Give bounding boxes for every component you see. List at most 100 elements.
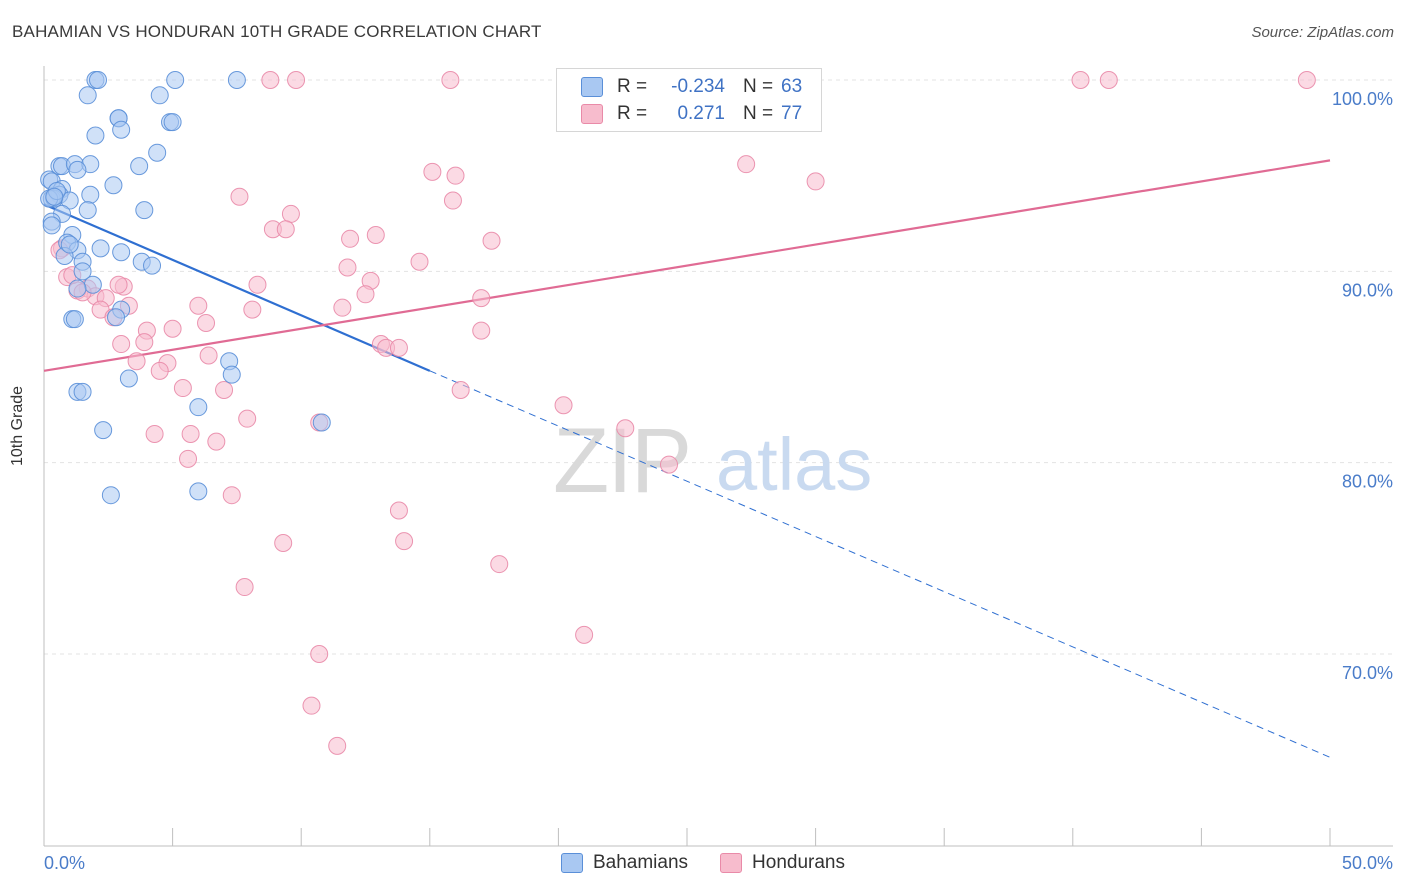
bahamians-n-value: 63 xyxy=(781,76,803,97)
honduran-point xyxy=(554,396,573,415)
bahamian-point xyxy=(107,308,126,327)
watermark: ZIP atlas xyxy=(553,410,872,512)
honduran-point xyxy=(163,319,182,338)
honduran-point xyxy=(443,191,462,210)
honduran-point xyxy=(333,298,352,317)
legend-row-hondurans: R = 0.271 N = 77 xyxy=(557,100,802,128)
n-label: N = xyxy=(743,103,774,124)
honduran-point xyxy=(472,321,491,340)
honduran-point xyxy=(659,455,678,474)
honduran-point xyxy=(410,252,429,271)
honduran-point xyxy=(737,155,756,174)
honduran-point xyxy=(302,696,321,715)
honduran-point xyxy=(806,172,825,191)
honduran-point xyxy=(423,162,442,181)
honduran-point xyxy=(395,532,414,551)
series-legend: Bahamians Hondurans xyxy=(0,852,1406,874)
bahamian-point xyxy=(112,243,131,262)
honduran-point xyxy=(243,300,262,319)
honduran-point xyxy=(222,486,241,505)
honduran-point xyxy=(181,424,200,443)
x-tick-labels: 0.0% 50.0% xyxy=(44,853,1393,873)
y-tick-label: 100.0% xyxy=(1332,89,1393,109)
bahamian-point xyxy=(189,482,208,501)
bahamian-point xyxy=(91,239,110,258)
honduran-point xyxy=(207,432,226,451)
bahamian-point xyxy=(101,486,120,505)
hondurans-legend-label: Hondurans xyxy=(752,852,845,873)
bahamian-point xyxy=(65,310,84,329)
honduran-point xyxy=(215,380,234,399)
hondurans-legend-swatch xyxy=(720,853,743,873)
honduran-point xyxy=(276,220,295,239)
honduran-point xyxy=(274,534,293,553)
watermark-atlas: atlas xyxy=(716,423,872,506)
legend-item-bahamians[interactable]: Bahamians xyxy=(560,852,689,874)
honduran-point xyxy=(287,71,306,89)
bahamian-point xyxy=(78,201,97,220)
legend-item-hondurans[interactable]: Hondurans xyxy=(720,852,845,874)
honduran-point xyxy=(1297,71,1316,89)
y-tick-label: 70.0% xyxy=(1342,663,1393,683)
honduran-point xyxy=(145,424,164,443)
bahamian-point xyxy=(78,86,97,105)
bahamian-point xyxy=(89,71,108,89)
bahamian-point xyxy=(94,421,113,440)
bahamian-point xyxy=(73,382,92,401)
x-tick-label-max: 50.0% xyxy=(1342,853,1393,873)
source-label: Source: ZipAtlas.com xyxy=(1251,24,1394,41)
honduran-point xyxy=(446,166,465,185)
bahamian-point xyxy=(130,157,149,176)
bahamian-point xyxy=(112,120,131,139)
honduran-point xyxy=(112,335,131,354)
bahamian-point xyxy=(73,262,92,281)
honduran-point xyxy=(135,333,154,352)
bahamians-swatch xyxy=(581,77,603,97)
bahamian-point xyxy=(60,235,79,254)
bahamian-point xyxy=(135,201,154,220)
honduran-point xyxy=(441,71,460,89)
bahamian-point xyxy=(68,160,87,179)
honduran-point xyxy=(575,625,594,644)
bahamian-point xyxy=(227,71,246,89)
hondurans-swatch xyxy=(581,104,603,124)
honduran-point xyxy=(338,258,357,277)
honduran-point xyxy=(1099,71,1118,89)
honduran-point xyxy=(248,275,267,294)
honduran-point xyxy=(389,338,408,357)
honduran-point xyxy=(179,449,198,468)
hondurans-trend-line xyxy=(43,159,1331,372)
honduran-point xyxy=(173,379,192,398)
bahamians-legend-swatch xyxy=(560,853,583,873)
bahamian-point xyxy=(166,71,185,89)
stats-legend: R = -0.234 N = 63 R = 0.271 N = 77 xyxy=(556,68,822,132)
bahamian-point xyxy=(83,275,102,294)
bahamian-point xyxy=(222,365,241,384)
honduran-point xyxy=(389,501,408,520)
x-tick-label-min: 0.0% xyxy=(44,853,85,873)
trend-lines xyxy=(43,159,1331,758)
honduran-point xyxy=(451,380,470,399)
bahamians-legend-label: Bahamians xyxy=(592,852,689,873)
bahamian-point xyxy=(104,176,123,195)
bahamians-trend-extension xyxy=(429,370,1331,758)
honduran-point xyxy=(109,275,128,294)
r-label: R = xyxy=(617,103,648,124)
honduran-point xyxy=(490,555,509,574)
honduran-point xyxy=(1071,71,1090,89)
bahamian-point xyxy=(68,279,87,298)
n-label: N = xyxy=(743,76,774,97)
bahamian-point xyxy=(312,413,331,432)
honduran-point xyxy=(150,361,169,380)
bahamian-point xyxy=(189,398,208,417)
y-tick-labels: 70.0% 80.0% 90.0% 100.0% xyxy=(1332,89,1393,683)
honduran-point xyxy=(230,187,249,206)
honduran-point xyxy=(356,285,375,304)
honduran-point xyxy=(127,352,146,371)
bahamian-point xyxy=(86,126,105,145)
hondurans-r-value: 0.271 xyxy=(677,103,725,124)
bahamian-point xyxy=(143,256,162,275)
honduran-point xyxy=(341,229,360,248)
y-tick-label: 80.0% xyxy=(1342,472,1393,492)
honduran-point xyxy=(199,346,218,365)
